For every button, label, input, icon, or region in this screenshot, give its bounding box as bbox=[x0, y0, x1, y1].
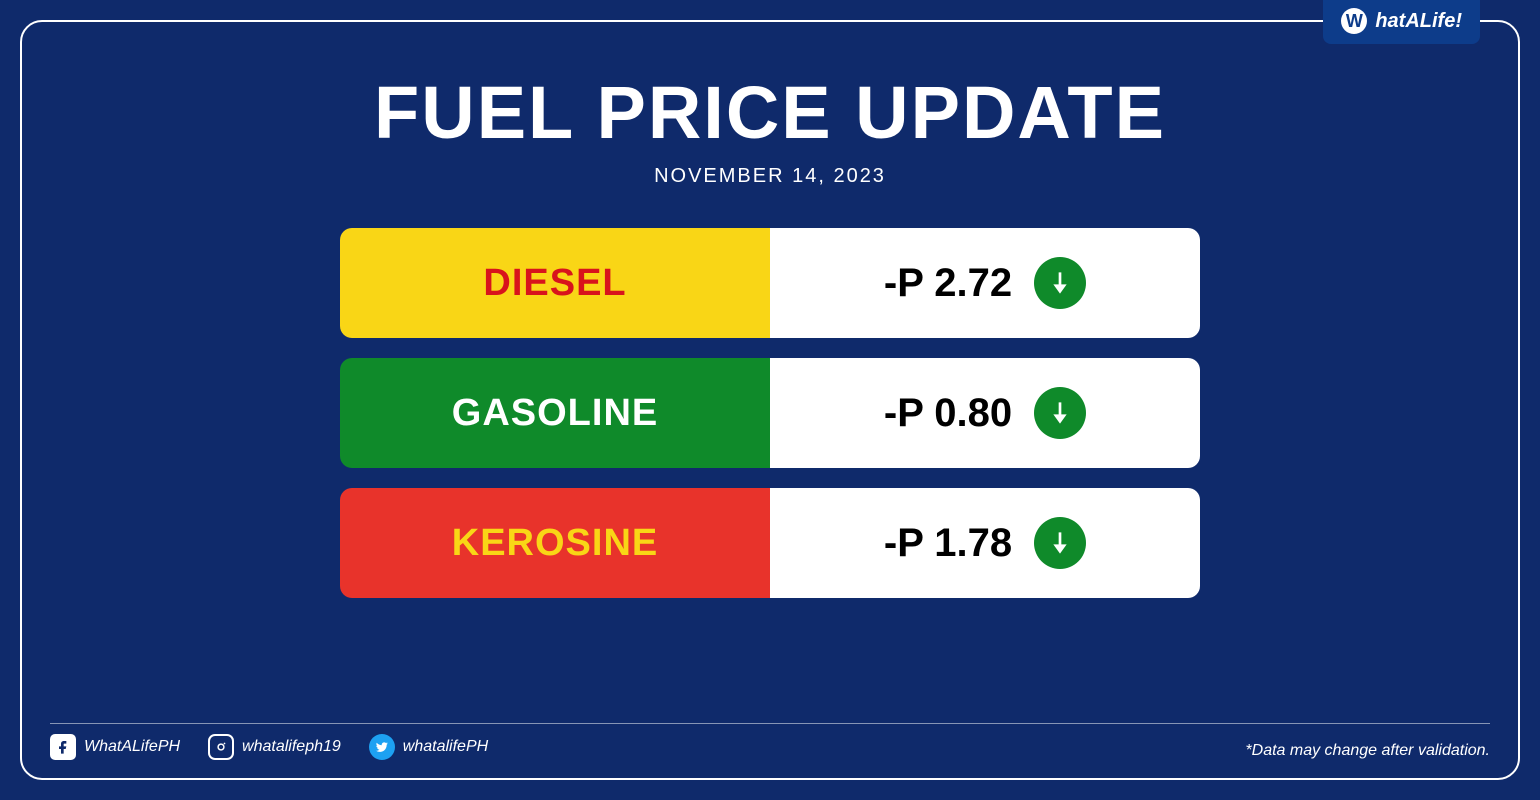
fuel-value-kerosine: -P 1.78 bbox=[770, 488, 1200, 598]
brand-text: hatALife! bbox=[1375, 10, 1462, 33]
main-content: FUEL PRICE UPDATE NOVEMBER 14, 2023 DIES… bbox=[0, 70, 1540, 598]
instagram-handle: whatalifeph19 bbox=[242, 738, 341, 756]
fuel-row-diesel: DIESEL -P 2.72 bbox=[340, 228, 1200, 338]
arrow-down-icon bbox=[1034, 387, 1086, 439]
fuel-label-kerosine: KEROSINE bbox=[340, 488, 770, 598]
facebook-handle: WhatALifePH bbox=[84, 738, 180, 756]
brand-badge: W hatALife! bbox=[1323, 0, 1480, 44]
fuel-label-gasoline: GASOLINE bbox=[340, 358, 770, 468]
instagram-icon bbox=[208, 734, 234, 760]
facebook-icon bbox=[50, 734, 76, 760]
fuel-price-kerosine: -P 1.78 bbox=[884, 521, 1012, 566]
twitter-handle: whatalifePH bbox=[403, 738, 488, 756]
fuel-price-diesel: -P 2.72 bbox=[884, 261, 1012, 306]
fuel-value-gasoline: -P 0.80 bbox=[770, 358, 1200, 468]
footer-divider bbox=[50, 723, 1490, 724]
footer: WhatALifePH whatalifeph19 whatalifePH *D… bbox=[50, 734, 1490, 760]
fuel-row-gasoline: GASOLINE -P 0.80 bbox=[340, 358, 1200, 468]
disclaimer-text: *Data may change after validation. bbox=[1245, 742, 1490, 760]
fuel-row-kerosine: KEROSINE -P 1.78 bbox=[340, 488, 1200, 598]
social-facebook: WhatALifePH bbox=[50, 734, 180, 760]
fuel-rows: DIESEL -P 2.72 GASOLINE -P 0.80 KEROSINE… bbox=[340, 228, 1200, 598]
social-instagram: whatalifeph19 bbox=[208, 734, 341, 760]
social-twitter: whatalifePH bbox=[369, 734, 488, 760]
fuel-label-diesel: DIESEL bbox=[340, 228, 770, 338]
brand-w-icon: W bbox=[1341, 8, 1367, 34]
page-title: FUEL PRICE UPDATE bbox=[0, 70, 1540, 155]
social-links: WhatALifePH whatalifeph19 whatalifePH bbox=[50, 734, 488, 760]
fuel-price-gasoline: -P 0.80 bbox=[884, 391, 1012, 436]
arrow-down-icon bbox=[1034, 517, 1086, 569]
page-date: NOVEMBER 14, 2023 bbox=[0, 165, 1540, 188]
twitter-icon bbox=[369, 734, 395, 760]
arrow-down-icon bbox=[1034, 257, 1086, 309]
fuel-value-diesel: -P 2.72 bbox=[770, 228, 1200, 338]
